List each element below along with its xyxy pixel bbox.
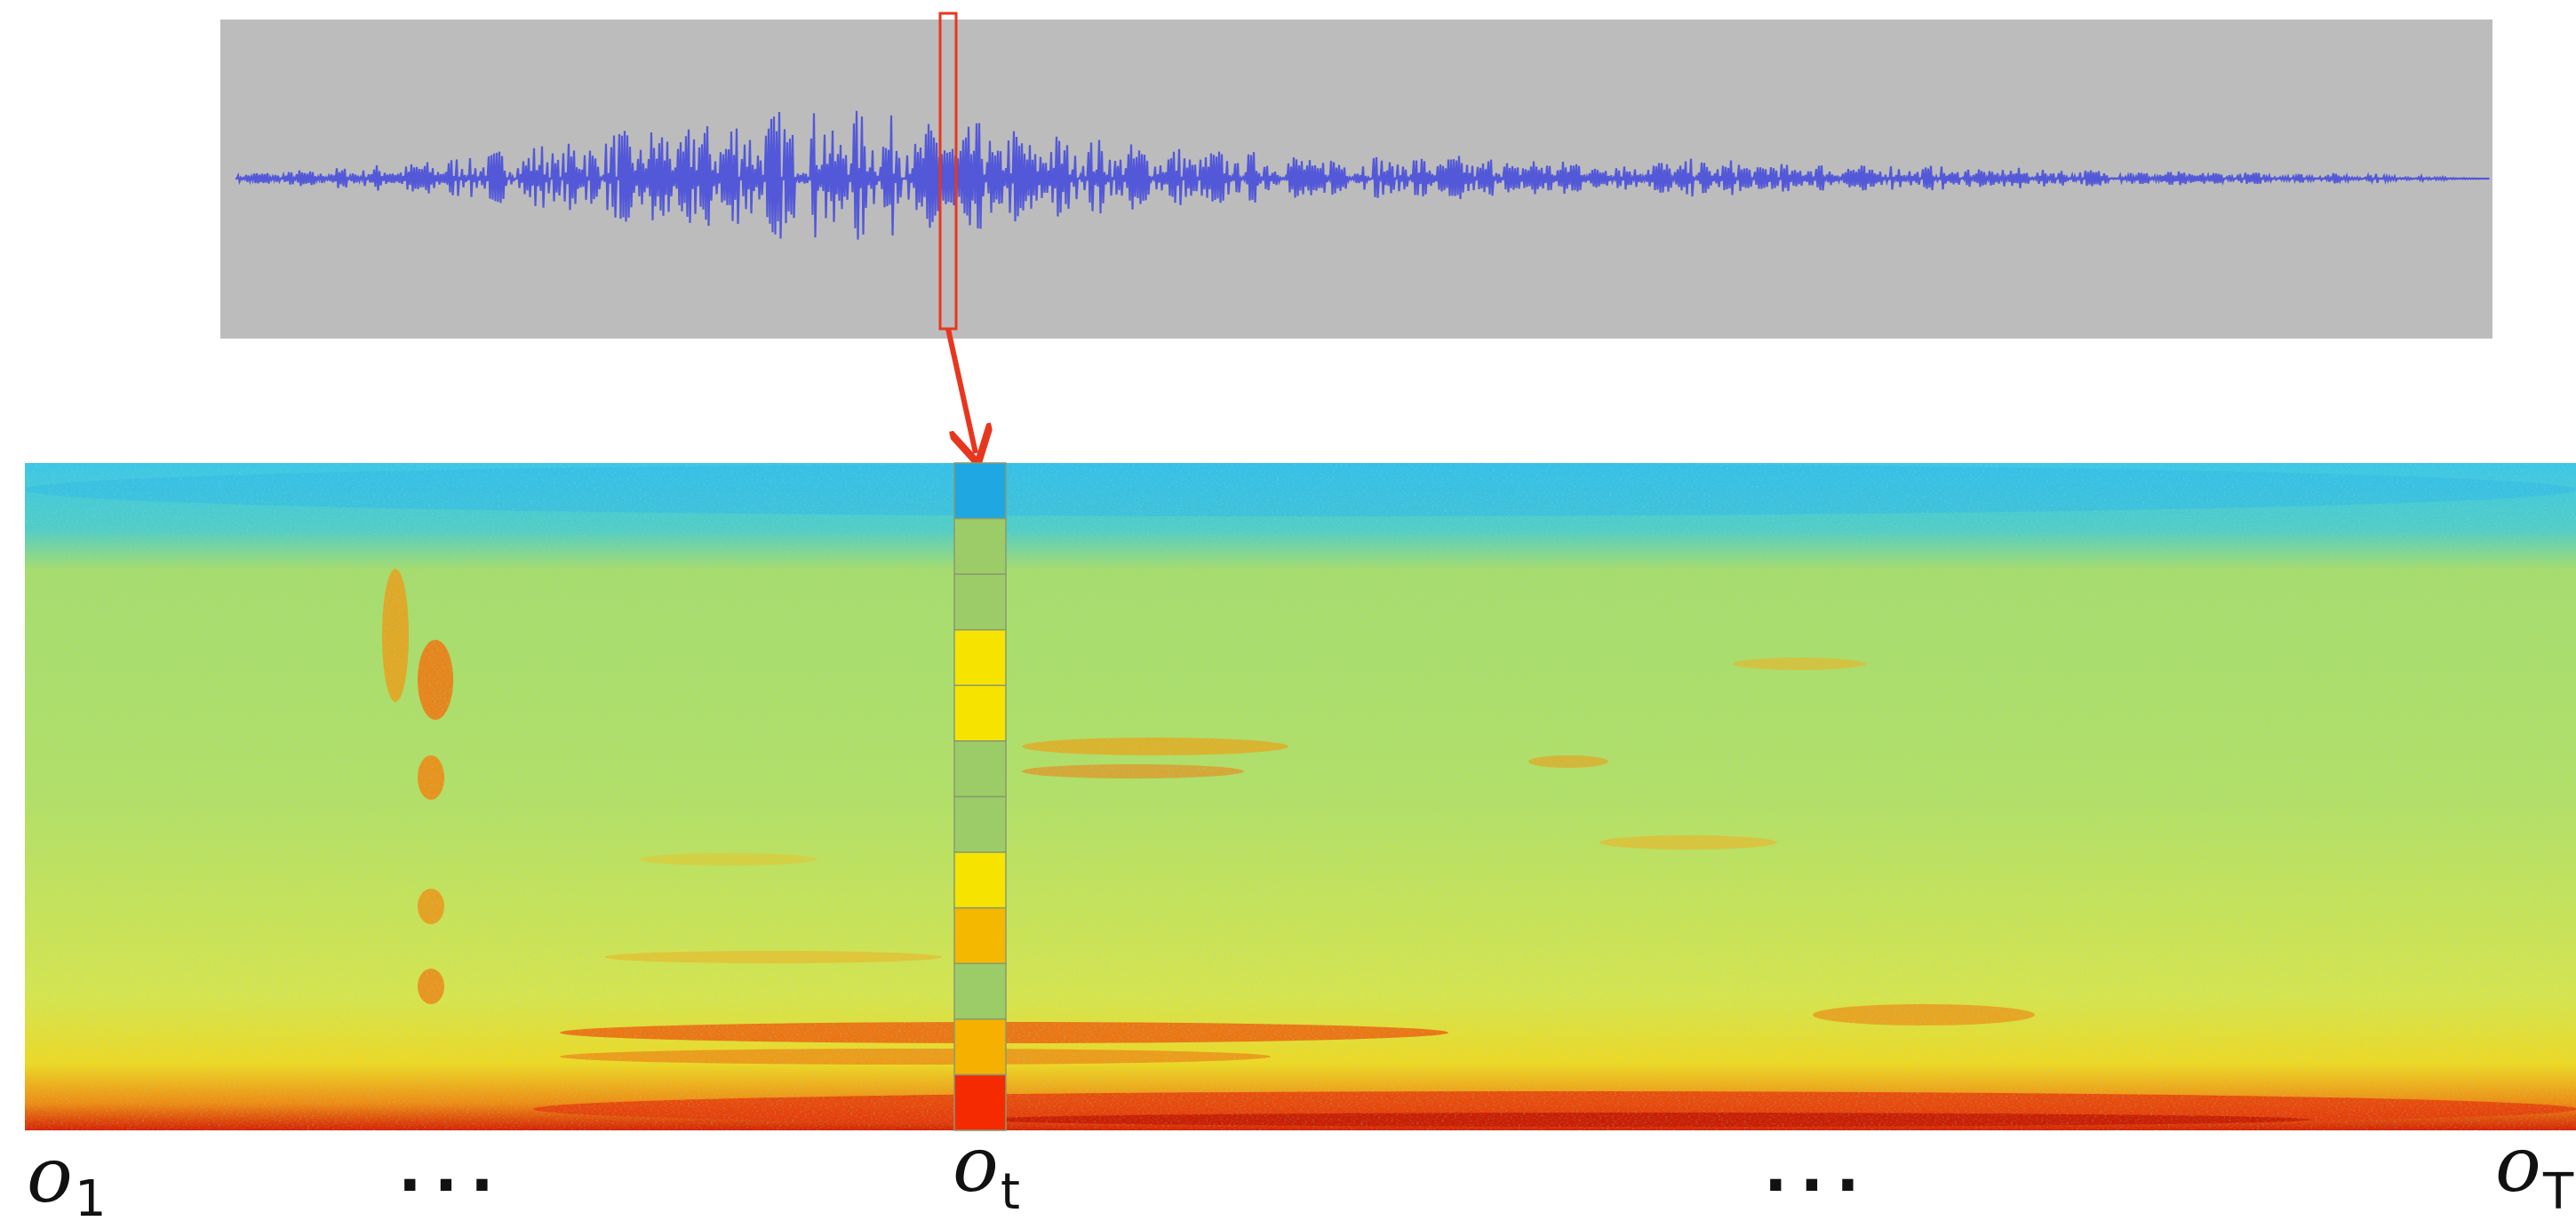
waveform <box>235 110 2490 240</box>
ellipsis: ... <box>398 1133 506 1206</box>
feature-vector <box>953 462 1007 1131</box>
arrow <box>945 328 976 453</box>
feature-cell <box>953 740 1007 798</box>
spectrogram-noise <box>25 463 2576 1130</box>
label-sub: T <box>2542 1163 2574 1221</box>
label-sub: 1 <box>75 1170 107 1221</box>
feature-cell <box>953 517 1007 575</box>
feature-cell <box>953 462 1007 520</box>
feature-cell <box>953 573 1007 631</box>
label-base: o <box>953 1121 999 1209</box>
feature-cell <box>953 795 1007 853</box>
time-labels: o 1 ... o t ... o T <box>27 1121 2574 1221</box>
feature-cell <box>953 962 1007 1020</box>
feature-cell <box>953 851 1007 909</box>
feature-cell <box>953 684 1007 742</box>
feature-cell <box>953 906 1007 965</box>
feature-cell <box>953 1073 1007 1131</box>
feature-cell <box>953 1018 1007 1076</box>
label-base: o <box>2495 1121 2541 1209</box>
feature-cell <box>953 629 1007 687</box>
spectrogram <box>25 463 2576 1130</box>
ellipsis: ... <box>1764 1133 1872 1206</box>
label-sub: t <box>1001 1163 1020 1221</box>
label-base: o <box>27 1131 73 1220</box>
